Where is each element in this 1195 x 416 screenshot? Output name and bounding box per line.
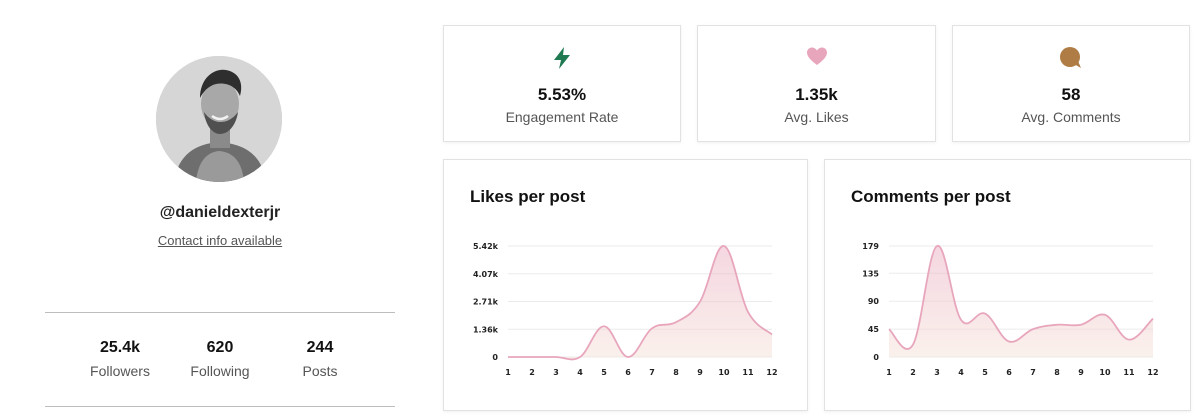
stat-label: Following <box>190 363 250 379</box>
divider <box>45 312 395 313</box>
x-tick-label: 11 <box>1123 368 1135 377</box>
stat-value: 620 <box>206 339 234 356</box>
avg-likes-value: 1.35k <box>795 85 838 104</box>
x-tick-label: 4 <box>577 368 583 377</box>
y-tick-label: 179 <box>862 242 879 251</box>
x-tick-label: 6 <box>625 368 631 377</box>
likes-per-post-chart: Likes per post 0 1.36k 2.71k 4.07k 5.42k 1 2 3 4… <box>443 159 808 411</box>
x-tick-label: 7 <box>649 368 655 377</box>
engagement-rate-value: 5.53% <box>537 85 587 104</box>
avg-comments-card: 58 Avg. Comments <box>952 25 1190 142</box>
y-tick-label: 0 <box>873 353 879 362</box>
x-tick-label: 4 <box>958 368 964 377</box>
x-tick-label: 5 <box>982 368 988 377</box>
avatar[interactable] <box>156 56 282 182</box>
area-fill <box>889 245 1153 357</box>
engagement-rate-label: Engagement Rate <box>505 109 619 125</box>
chart-title: Likes per post <box>470 187 586 206</box>
x-tick-label: 8 <box>673 368 679 377</box>
profile-handle: @danieldexterjr <box>159 204 281 221</box>
x-tick-label: 12 <box>766 368 777 377</box>
stat-label: Posts <box>302 363 338 379</box>
x-tick-label: 9 <box>1078 368 1084 377</box>
x-tick-label: 10 <box>718 368 730 377</box>
stat-value: 244 <box>306 339 334 356</box>
stat-followers: 25.4k Followers <box>70 339 170 379</box>
x-tick-label: 8 <box>1054 368 1060 377</box>
chart-title: Comments per post <box>851 187 1011 206</box>
y-tick-label: 4.07k <box>473 270 499 279</box>
avg-likes-label: Avg. Likes <box>784 109 849 125</box>
x-tick-label: 7 <box>1030 368 1036 377</box>
series-line <box>888 245 1154 350</box>
stat-value: 25.4k <box>99 339 141 356</box>
series-line <box>508 245 773 361</box>
y-tick-label: 135 <box>862 269 879 278</box>
x-tick-label: 10 <box>1099 368 1111 377</box>
x-tick-label: 1 <box>505 368 511 377</box>
lightning-icon <box>554 47 570 69</box>
x-tick-label: 2 <box>910 368 916 377</box>
divider <box>45 406 395 407</box>
contact-info-link[interactable]: Contact info available <box>157 233 283 248</box>
y-tick-label: 1.36k <box>473 325 499 334</box>
stat-label: Followers <box>90 363 150 379</box>
avg-likes-card: 1.35k Avg. Likes <box>697 25 936 142</box>
engagement-rate-card: 5.53% Engagement Rate <box>443 25 681 142</box>
x-tick-label: 5 <box>601 368 607 377</box>
x-tick-label: 3 <box>553 368 559 377</box>
comments-per-post-chart: Comments per post 0 45 90 135 179 1 2 3 4 5 6 7 8 9 10… <box>824 159 1191 411</box>
comment-icon <box>1060 47 1081 68</box>
avg-comments-value: 58 <box>1061 85 1081 104</box>
y-tick-label: 0 <box>492 353 498 362</box>
heart-icon <box>806 47 827 65</box>
stat-following: 620 Following <box>170 339 270 379</box>
x-tick-label: 1 <box>886 368 892 377</box>
x-tick-label: 6 <box>1006 368 1012 377</box>
x-tick-label: 12 <box>1147 368 1158 377</box>
x-tick-label: 3 <box>934 368 940 377</box>
stat-posts: 244 Posts <box>270 339 370 379</box>
x-tick-label: 11 <box>742 368 754 377</box>
y-tick-label: 2.71k <box>473 298 499 307</box>
y-tick-label: 45 <box>868 325 880 334</box>
avg-comments-label: Avg. Comments <box>1021 109 1121 125</box>
y-tick-label: 5.42k <box>473 242 499 251</box>
avatar-photo <box>156 56 282 182</box>
x-tick-label: 2 <box>529 368 535 377</box>
x-tick-label: 9 <box>697 368 703 377</box>
area-fill <box>508 245 772 360</box>
profile-panel: @danieldexterjr Contact info available 2… <box>45 0 395 416</box>
y-tick-label: 90 <box>868 297 880 306</box>
